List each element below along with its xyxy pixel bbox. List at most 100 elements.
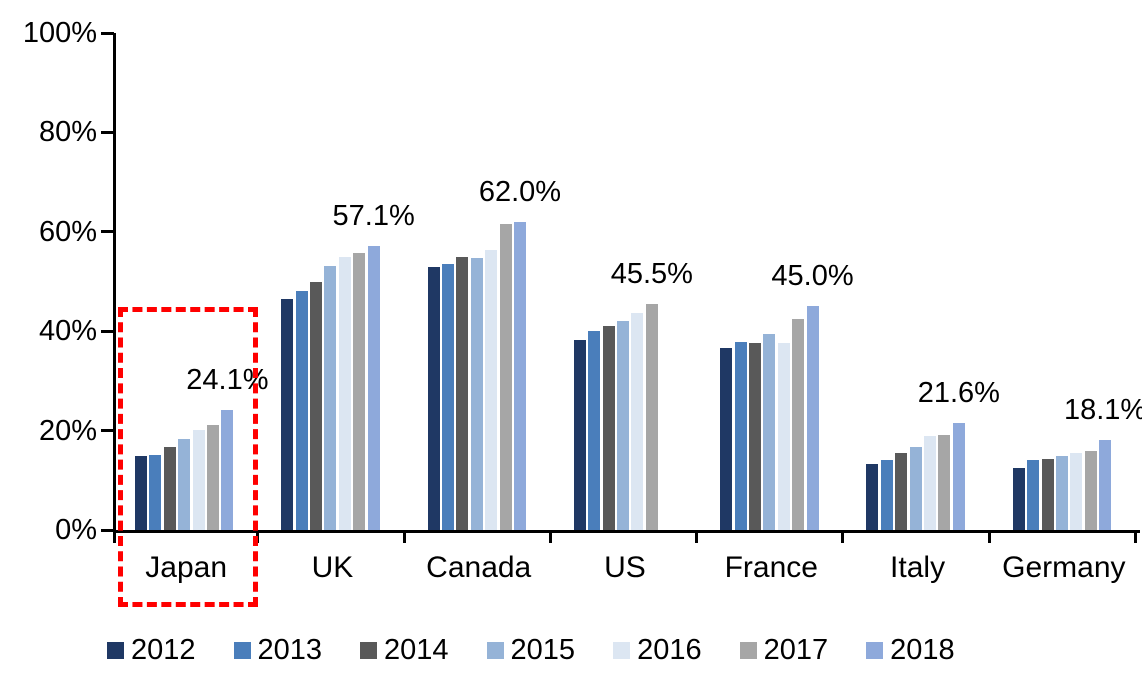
- x-axis-tick: [987, 533, 991, 543]
- bar-us-2016: [631, 313, 644, 530]
- bar-italy-2012: [866, 463, 879, 530]
- y-axis-tick: [101, 230, 114, 234]
- bar-japan-2018: [221, 410, 234, 530]
- legend-swatch-2013: [233, 642, 251, 659]
- bar-italy-2018: [952, 422, 965, 530]
- bar-japan-2016: [192, 429, 205, 530]
- y-axis-tick: [101, 528, 114, 532]
- bar-germany-2014: [1041, 458, 1054, 530]
- bar-germany-2015: [1055, 456, 1068, 530]
- legend-label-2017: 2017: [763, 634, 829, 666]
- bar-us-2015: [617, 320, 630, 530]
- legend-swatch-2018: [866, 642, 884, 659]
- bar-uk-2018: [367, 246, 380, 530]
- y-axis-label: 20%: [38, 414, 97, 447]
- bar-canada-2016: [485, 250, 498, 530]
- x-axis-tick: [256, 533, 260, 543]
- bar-italy-2017: [938, 434, 951, 530]
- y-axis-label: 80%: [38, 116, 97, 149]
- bar-germany-2013: [1027, 460, 1040, 530]
- data-label-us: 45.5%: [610, 257, 693, 290]
- data-label-germany: 18.1%: [1063, 394, 1142, 427]
- legend-item-2013: 2013: [233, 634, 323, 666]
- x-axis-tick: [841, 533, 845, 543]
- bar-france-2015: [763, 334, 776, 530]
- bar-germany-2018: [1099, 440, 1112, 530]
- legend-swatch-2014: [360, 642, 378, 659]
- y-axis-tick: [101, 31, 114, 35]
- legend-label-2014: 2014: [384, 634, 449, 666]
- bar-canada-2013: [441, 264, 454, 530]
- x-axis-tick: [695, 533, 699, 543]
- legend: 2012 2013 2014 2015 2016 2017 2018: [107, 636, 955, 665]
- category-label-japan: Japan: [145, 551, 228, 584]
- legend-swatch-2017: [739, 642, 757, 659]
- legend-item-2018: 2018: [866, 636, 955, 665]
- y-axis-label: 100%: [22, 17, 97, 49]
- y-axis-label: 40%: [38, 315, 97, 348]
- legend-label-2012: 2012: [131, 634, 196, 666]
- x-axis-tick: [1134, 533, 1137, 543]
- bar-japan-2017: [207, 424, 219, 530]
- bar-germany-2012: [1012, 467, 1025, 530]
- bar-italy-2015: [909, 446, 922, 530]
- y-axis-tick: [101, 329, 114, 333]
- legend-item-2015: 2015: [486, 634, 576, 666]
- legend-swatch-2015: [486, 642, 504, 659]
- bar-canada-2018: [513, 221, 526, 530]
- legend-label-2016: 2016: [637, 634, 702, 666]
- legend-item-2017: 2017: [739, 634, 829, 666]
- legend-item-2014: 2014: [360, 636, 449, 665]
- category-label-uk: UK: [311, 551, 354, 584]
- bar-uk-2014: [310, 281, 323, 530]
- bar-germany-2016: [1070, 453, 1083, 530]
- data-label-uk: 57.1%: [332, 200, 415, 233]
- legend-item-2012: 2012: [107, 636, 196, 665]
- legend-label-2015: 2015: [510, 634, 576, 666]
- data-label-canada: 62.0%: [478, 175, 562, 208]
- bar-canada-2017: [499, 224, 512, 530]
- bar-italy-2014: [895, 453, 908, 530]
- bar-germany-2017: [1084, 451, 1097, 530]
- legend-item-2016: 2016: [613, 636, 702, 665]
- bar-france-2016: [777, 343, 790, 530]
- bar-uk-2012: [281, 298, 294, 530]
- bar-france-2017: [792, 319, 805, 530]
- bar-japan-2015: [178, 438, 191, 530]
- bar-canada-2012: [427, 266, 440, 530]
- plot-area: 24.1% 57.1% 62.0% 45.5% 45.0% 21.6% 18.1%: [113, 33, 1142, 533]
- legend-label-2013: 2013: [257, 634, 323, 666]
- bar-italy-2016: [924, 435, 937, 530]
- bar-france-2018: [806, 306, 819, 530]
- bar-us-2017: [645, 303, 658, 530]
- bar-france-2012: [720, 348, 733, 530]
- category-label-us: US: [604, 551, 646, 584]
- bar-canada-2015: [470, 257, 483, 530]
- legend-swatch-2016: [613, 642, 631, 659]
- legend-swatch-2012: [107, 642, 124, 659]
- bar-uk-2015: [324, 265, 337, 530]
- category-label-italy: Italy: [890, 551, 946, 584]
- bar-uk-2017: [353, 252, 366, 530]
- bar-us-2013: [588, 331, 601, 530]
- category-label-france: France: [724, 551, 818, 584]
- category-label-canada: Canada: [426, 551, 532, 584]
- bar-france-2014: [748, 342, 761, 530]
- y-axis-tick: [101, 130, 114, 134]
- x-axis-tick: [113, 533, 116, 543]
- x-axis-tick: [402, 533, 406, 543]
- bar-japan-2012: [135, 456, 147, 530]
- x-axis-tick: [548, 533, 552, 543]
- data-label-france: 45.0%: [771, 260, 854, 293]
- data-label-italy: 21.6%: [917, 376, 1000, 409]
- bar-uk-2013: [295, 291, 308, 530]
- category-label-germany: Germany: [1002, 551, 1126, 584]
- y-axis-tick: [101, 429, 114, 433]
- bar-france-2013: [734, 342, 747, 530]
- bar-us-2014: [602, 326, 615, 530]
- y-axis-label: 0%: [55, 514, 97, 546]
- bar-canada-2014: [456, 256, 469, 530]
- legend-label-2018: 2018: [890, 634, 955, 666]
- bar-japan-2014: [163, 446, 176, 530]
